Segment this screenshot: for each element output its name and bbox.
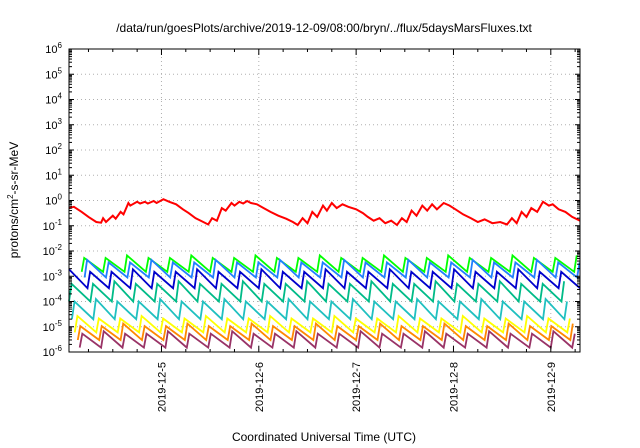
series-line [71,296,568,322]
series-line [83,257,581,280]
y-tick-label: 102 [45,142,62,157]
y-tick-label: 100 [45,193,62,208]
series-group [68,198,581,350]
series-line [68,267,581,291]
y-tick-label: 10-6 [43,344,63,359]
y-tick-label: 10-4 [43,294,63,309]
y-tick-label: 10-1 [43,218,63,233]
grid-lines [69,49,580,352]
y-tick-label: 106 [45,41,62,56]
plot-frame [68,48,581,353]
x-tick-label: 2019-12-7 [351,362,363,412]
x-axis-label: Coordinated Universal Time (UTC) [232,430,416,444]
series-line [78,329,576,350]
ticks-group: 10-6 10-5 10-4 10-3 10-2 10-1 100 101 102 103 104 1… [43,41,580,412]
y-tick-label: 10-3 [43,268,63,283]
chart-title: /data/run/goesPlots/archive/2019-12-09/0… [116,21,532,35]
series-line [80,253,578,274]
series-line [68,279,565,304]
y-axis-label: protons/cm2-s-sr-MeV [6,142,21,258]
x-tick-label: 2019-12-8 [448,362,460,412]
series-line [73,314,571,335]
series-line [76,321,574,342]
y-tick-label: 105 [45,66,62,81]
y-tick-label: 10-2 [43,243,63,258]
y-tick-label: 101 [45,167,62,182]
x-tick-label: 2019-12-6 [254,362,266,412]
x-tick-label: 2019-12-9 [546,362,558,412]
y-tick-label: 104 [45,92,62,107]
y-tick-label: 103 [45,117,62,132]
y-tick-label: 10-5 [43,319,63,334]
series-line [68,198,581,227]
x-tick-label: 2019-12-5 [156,362,168,412]
